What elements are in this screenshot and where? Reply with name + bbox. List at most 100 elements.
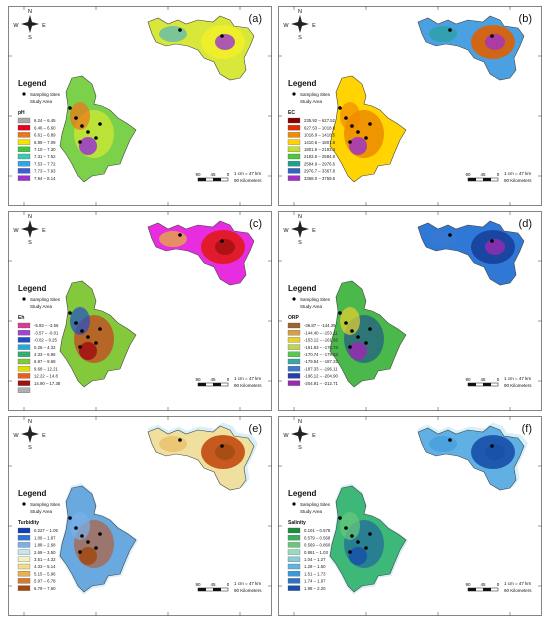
sampling-site-marker [364,341,368,345]
legend-range-label: 0.861 – 1.03 [304,550,329,555]
legend-swatch [287,132,301,138]
legend-swatch [287,337,301,343]
sampling-site-marker [68,516,72,520]
interpolation-zone [485,239,505,255]
legend-swatch [17,168,31,174]
sampling-site-marker [74,116,78,120]
sampling-site-marker [98,122,102,126]
map-panel-c: (c) N S W E Legend Sampling Sites Study Area Eh -… [8,211,272,411]
sampling-site-marker [344,116,348,120]
compass-letter: S [298,35,302,41]
legend-range-label: 12.22 – 14.8 [34,374,59,379]
scale-tick-label: 90 [195,582,201,587]
scale-bar: 90 45 0 1 cm = 47 km 90 Kilometers [465,376,532,388]
legend-site-symbol [292,92,296,96]
scale-tick-label: 90 [465,582,471,587]
sampling-site-marker [368,532,372,536]
legend-sampling-label: Sampling Sites [300,92,331,97]
legend-range-label: 1410.6 – 1801.8 [304,140,336,145]
scale-segment [198,588,206,591]
legend-site-symbol [22,502,26,506]
legend-parameter: pH [18,110,25,116]
compass-star-icon [21,15,39,33]
legend-swatch [17,563,31,570]
legend-swatch [287,146,301,152]
legend-range-label: 2193.5 – 2584.8 [304,154,336,159]
legend-title: Legend [288,79,317,88]
legend-swatch [287,344,301,350]
legend-study-label: Study Area [30,99,53,104]
legend-range-label: 1801.9 – 2193.4 [304,147,336,152]
sampling-site-marker [98,327,102,331]
sampling-site-marker [78,140,82,144]
scale-segment [483,178,491,181]
legend-swatch [17,542,31,548]
legend-swatch [287,571,301,577]
sampling-site-marker [178,438,182,442]
legend-range-label: 3368.0 – 3759.5 [304,176,336,181]
compass-star-icon [291,220,309,238]
scale-ratio: 1 cm = 47 km [504,581,531,586]
legend-range-label: 6.89 – 7.09 [34,140,56,145]
interpolation-zone [159,436,187,452]
legend-range-label: 2976.7 – 3367.8 [304,169,336,174]
interpolation-zone [429,436,457,452]
legend-swatch [17,549,31,555]
sampling-site-marker [178,28,182,32]
sampling-site-marker [350,329,354,333]
interpolation-zone [70,512,90,540]
legend-swatch [17,139,31,145]
legend-range-label: 7.94 – 8.14 [34,176,56,181]
legend-site-symbol [22,92,26,96]
compass-letter: E [42,228,46,234]
interpolation-zone [429,231,457,247]
scale-distance: 90 Kilometers [234,178,262,183]
compass-letter: W [283,433,289,439]
sampling-site-marker [78,550,82,554]
legend-swatch [287,563,301,570]
legend-swatch [17,373,31,379]
legend-swatch [287,578,301,584]
legend-range-label: 0.579 – 0.568 [304,535,331,540]
interpolation-zone [79,547,97,565]
sampling-site-marker [78,345,82,349]
legend-swatch [287,542,301,548]
scale-ratio: 1 cm = 47 km [234,581,261,586]
scale-segment [213,383,221,386]
panel-letter: (b) [519,13,532,25]
legend-range-label: 7.53 – 7.72 [34,161,56,166]
map-panel-f: (f) N S W E Legend Sampling Sites Study Area Sal… [278,416,542,616]
sampling-site-marker [80,534,84,538]
sampling-site-marker [448,233,452,237]
legend-range-label: 6.97 – 9.68 [34,359,56,364]
legend-swatch [287,585,301,591]
compass-letter: W [13,433,19,439]
sampling-site-marker [220,444,224,448]
sampling-site-marker [98,532,102,536]
legend-range-label: 6.61 – 6.89 [34,133,56,138]
compass-letter: S [298,240,302,246]
sampling-site-marker [368,122,372,126]
sampling-site-marker [86,540,90,544]
scale-ratio: 1 cm = 47 km [234,376,261,381]
scale-bar: 90 45 0 1 cm = 47 km 90 Kilometers [195,376,262,388]
legend-range-label: 1.88 – 2.68 [34,543,56,548]
legend-site-symbol [22,297,26,301]
legend-swatch [287,535,301,541]
legend-sampling-label: Sampling Sites [30,502,61,507]
sampling-site-marker [490,34,494,38]
map-panel-b: (b) N S W E Legend Sampling Sites Study Area EC 2… [278,6,542,206]
legend-swatch [17,387,31,393]
legend-swatch [17,366,31,372]
compass-letter: E [312,433,316,439]
scale-segment [483,588,491,591]
north-arrow-icon: N S W E [13,419,46,451]
map-panel-a: (a) N S W E Legend Sampling Sites Study Area pH 6… [8,6,272,206]
sampling-site-marker [86,335,90,339]
sampling-site-marker [368,327,372,331]
sampling-site-marker [490,444,494,448]
legend-swatch [17,344,31,350]
scale-bar: 90 45 0 1 cm = 47 km 90 Kilometers [465,581,532,593]
legend-swatch [17,337,31,343]
